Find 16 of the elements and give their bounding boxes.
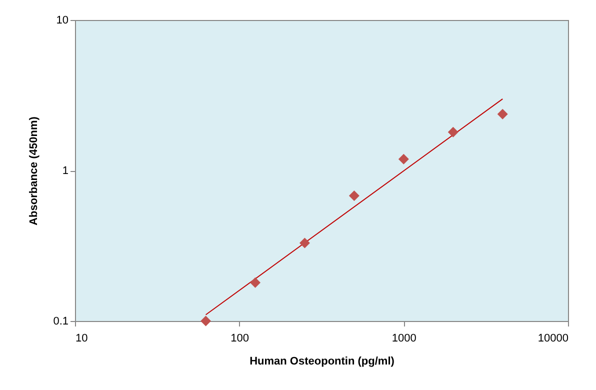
- point: [497, 108, 508, 120]
- point: [299, 238, 310, 248]
- point: [200, 316, 212, 326]
- x-tick-label: 1000: [392, 332, 416, 344]
- x-tick-label: 10000: [538, 332, 568, 344]
- y-axis-title: Absorbance (450nm): [28, 116, 40, 226]
- y-tick-label: 0.1: [53, 316, 68, 328]
- x-tick-label: 10: [76, 332, 88, 344]
- y-tick-label: 1: [62, 165, 68, 177]
- x-axis-title: Human Osteopontin (pg/ml): [250, 356, 395, 368]
- point: [448, 126, 458, 138]
- point: [348, 190, 360, 201]
- point: [398, 154, 409, 164]
- point: [250, 277, 261, 288]
- y-tick-label: 10: [56, 14, 68, 26]
- x-tick-label: 100: [230, 332, 250, 344]
